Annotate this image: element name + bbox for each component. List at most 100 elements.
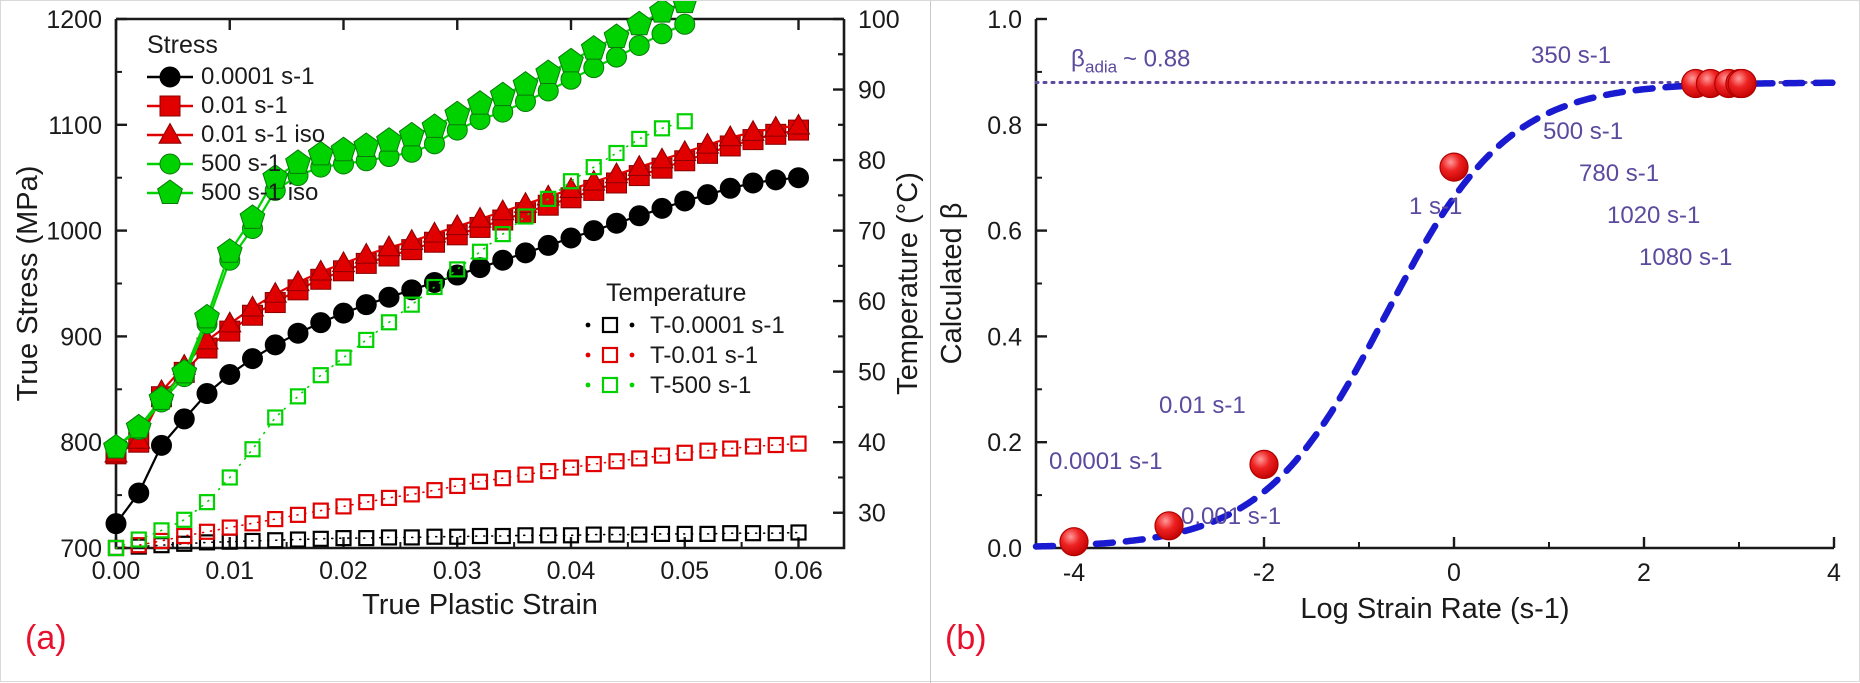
data-point — [606, 212, 627, 234]
panel-a-axes: 0.00 0.01 0.02 0.03 0.04 0.05 0.06 700 800 900 100… — [46, 6, 899, 585]
data-point — [449, 261, 466, 278]
data-point — [631, 450, 648, 467]
data-point — [239, 204, 266, 229]
data-point — [631, 130, 648, 148]
data-point — [107, 539, 125, 557]
data-point — [289, 506, 307, 523]
data-point — [540, 190, 557, 207]
data-point — [125, 413, 152, 439]
x-tick-label: 0.00 — [92, 557, 141, 585]
legend-dot — [585, 322, 591, 328]
data-point — [403, 529, 420, 546]
data-point — [128, 482, 150, 504]
data-point — [176, 511, 193, 528]
data-point — [287, 322, 309, 344]
data-point — [492, 249, 514, 271]
data-point — [560, 227, 582, 249]
legend-dot — [629, 382, 635, 388]
panel-a-tag: (a) — [25, 619, 67, 657]
data-point — [517, 466, 534, 483]
y-tick-label-left: 1000 — [46, 218, 102, 246]
data-point — [194, 303, 220, 329]
data-point — [267, 409, 284, 426]
data-point — [494, 527, 511, 545]
legend-marker — [159, 95, 181, 117]
x-tick-label: 2 — [1637, 559, 1651, 587]
data-point — [424, 271, 445, 293]
data-point — [583, 220, 605, 242]
data-point — [722, 440, 739, 457]
y-tick-label: 0.4 — [987, 323, 1022, 351]
data-point — [494, 226, 511, 243]
data-point — [608, 144, 625, 162]
data-point — [358, 530, 375, 547]
data-point — [562, 173, 580, 190]
panel-a-ylabel-right: Temperature (°C) — [892, 172, 924, 395]
data-point — [217, 311, 242, 333]
legend-marker — [601, 346, 619, 364]
y-tick-label: 0.2 — [987, 429, 1022, 457]
data-point — [333, 302, 354, 324]
data-point — [354, 242, 379, 264]
data-point — [744, 438, 762, 455]
data-point — [786, 113, 811, 135]
data-point — [653, 525, 671, 542]
data-point — [267, 532, 284, 549]
beta-adia-symbol: β — [1071, 45, 1085, 72]
data-point — [153, 522, 170, 539]
panel-a-ylabel-left: True Stress (MPa) — [12, 166, 44, 402]
panel-divider — [930, 1, 931, 683]
y-tick-label-left: 900 — [60, 323, 102, 351]
x-tick-label: 0.06 — [774, 557, 823, 585]
data-point — [421, 113, 448, 138]
data-point — [358, 331, 375, 349]
data-point — [148, 385, 175, 410]
data-point — [151, 434, 172, 456]
data-point — [196, 383, 218, 405]
data-point — [517, 527, 534, 544]
data-point — [765, 169, 787, 191]
stress-legend-label: 0.0001 s-1 — [201, 63, 314, 90]
data-point — [377, 235, 401, 257]
data-point — [585, 455, 602, 473]
data-point — [535, 59, 562, 84]
temperature-legend: Temperature T-0.0001 s-1 T-0.01 s-1 T-500 s… — [585, 279, 785, 399]
data-point — [153, 532, 170, 550]
data-point — [378, 286, 400, 308]
data-point — [583, 57, 605, 79]
data-point — [651, 197, 673, 219]
data-point — [310, 312, 332, 334]
y-tick-label-right: 40 — [858, 429, 886, 457]
data-point — [445, 213, 470, 236]
data-point — [767, 525, 784, 542]
data-point — [289, 531, 307, 548]
data-point — [650, 147, 674, 169]
data-point — [262, 164, 289, 189]
data-point — [335, 498, 352, 515]
y-tick-label: 1.0 — [987, 6, 1022, 34]
data-point — [722, 525, 739, 542]
data-point — [471, 243, 489, 260]
x-tick-label: 0.02 — [319, 557, 368, 585]
data-point — [307, 140, 334, 166]
y-tick-label-left: 1100 — [48, 112, 102, 140]
data-point — [358, 494, 375, 511]
stress-legend-title: Stress — [147, 31, 218, 59]
data-point — [558, 47, 584, 73]
y-tick-label-right: 60 — [858, 288, 886, 316]
data-point — [426, 528, 443, 545]
panel-b-annotations: 0.0001 s-1 0.001 s-1 0.01 s-1 1 s-1 350 s-1 5… — [1049, 42, 1732, 530]
data-point — [626, 10, 653, 36]
x-tick-label: 4 — [1827, 559, 1841, 587]
data-point — [585, 526, 602, 543]
data-point — [264, 334, 286, 356]
data-point — [580, 35, 607, 60]
legend-dot — [585, 352, 591, 358]
data-point — [676, 444, 693, 461]
annotation-label: 780 s-1 — [1579, 160, 1659, 187]
data-point — [335, 530, 352, 547]
data-point — [603, 23, 630, 48]
data-point — [628, 34, 650, 56]
data-point — [471, 527, 489, 545]
data-point — [697, 184, 718, 206]
